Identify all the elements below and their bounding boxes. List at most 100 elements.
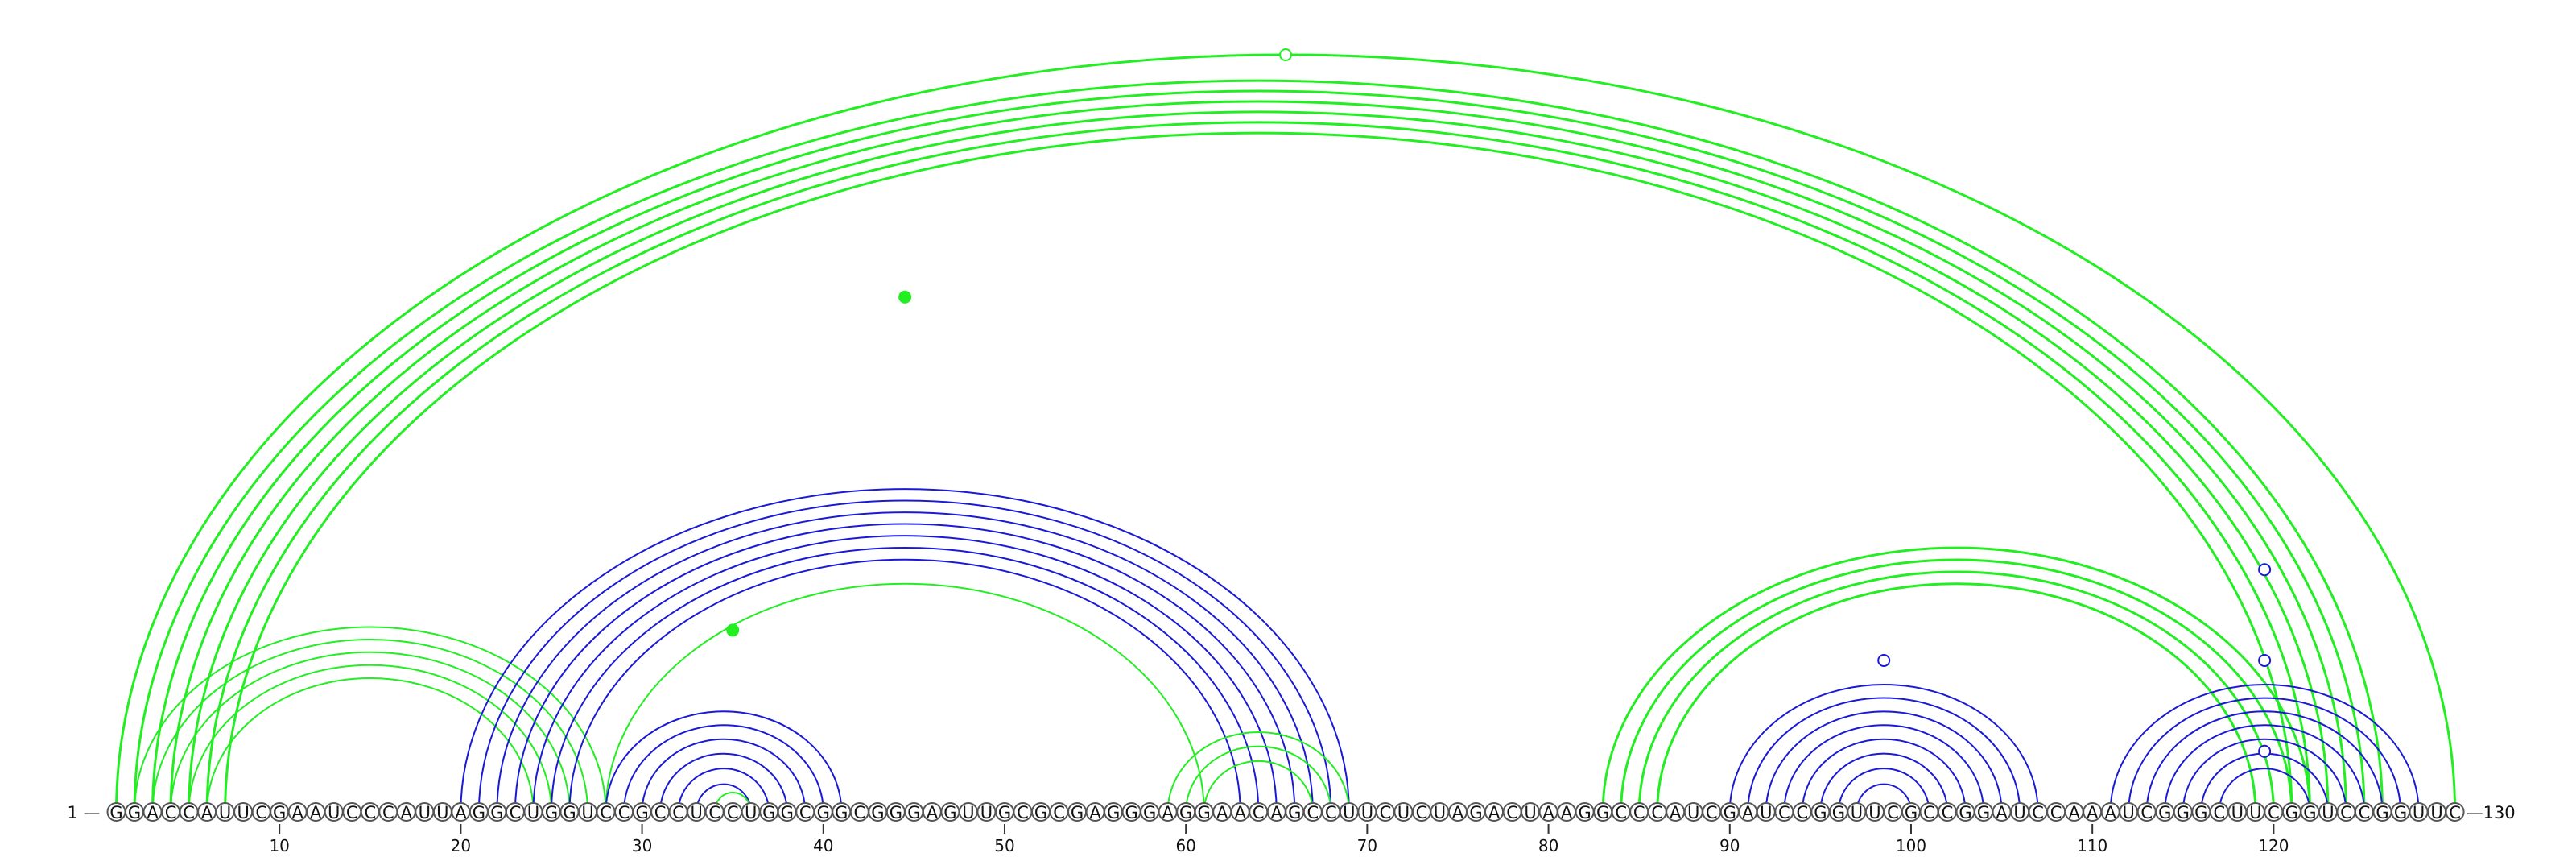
nucleotide-40: G xyxy=(813,802,833,822)
nucleotide-128: U xyxy=(2409,802,2429,822)
arc-blue-22-67 xyxy=(496,511,1314,813)
nucleotide-64: C xyxy=(1249,802,1269,822)
arc-blue-95-102 xyxy=(1819,752,1949,813)
tick-label-70: 70 xyxy=(1357,836,1377,855)
nucleotide-20: A xyxy=(451,802,471,822)
arc-green-4-124 xyxy=(169,100,2347,813)
nucleotide-94: C xyxy=(1792,802,1812,822)
nucleotide-letter: G xyxy=(1107,803,1120,822)
nucleotide-letter: U xyxy=(1868,803,1880,822)
nucleotide-letter: G xyxy=(1905,803,1918,822)
nucleotide-letter: C xyxy=(1923,803,1935,822)
nucleotide-67: C xyxy=(1302,802,1323,822)
nucleotide-letter: C xyxy=(1633,803,1645,822)
nucleotide-84: C xyxy=(1611,802,1631,822)
nucleotide-123: U xyxy=(2318,802,2338,822)
nucleotide-108: C xyxy=(2046,802,2066,822)
nucleotide-letter: G xyxy=(1198,803,1211,822)
arc-green-5-25 xyxy=(188,664,552,813)
nucleotide-letter: C xyxy=(708,803,720,822)
nucleotide-72: U xyxy=(1393,802,1414,822)
nucleotide-54: G xyxy=(1067,802,1088,822)
nucleotide-65: A xyxy=(1266,802,1286,822)
nucleotide-12: A xyxy=(306,802,326,822)
nucleotide-letter: G xyxy=(2158,803,2171,822)
nucleotide-letter: U xyxy=(219,803,231,822)
marker-7 xyxy=(2258,744,2272,758)
nucleotide-11: A xyxy=(287,802,308,822)
nucleotide-105: A xyxy=(1992,802,2012,822)
nucleotide-75: A xyxy=(1447,802,1468,822)
nucleotide-letter: C xyxy=(2050,803,2062,822)
nucleotide-letter: A xyxy=(1452,803,1464,822)
nucleotide-letter: C xyxy=(1778,803,1790,822)
nucleotide-letter: G xyxy=(273,803,286,822)
nucleotide-50: G xyxy=(994,802,1014,822)
nucleotide-7: U xyxy=(215,802,235,822)
nucleotide-32: C xyxy=(668,802,688,822)
arc-blue-33-36 xyxy=(696,783,752,813)
arc-blue-114-125 xyxy=(2164,724,2365,813)
nucleotide-86: C xyxy=(1647,802,1667,822)
nucleotide-70: U xyxy=(1357,802,1377,822)
nucleotide-letter: C xyxy=(1651,803,1663,822)
nucleotide-letter: U xyxy=(2322,803,2334,822)
nucleotide-letter: A xyxy=(1216,803,1228,822)
nucleotide-102: C xyxy=(1938,802,1958,822)
nucleotide-letter: A xyxy=(147,803,159,822)
nucleotide-letter: C xyxy=(618,803,630,822)
nucleotide-88: U xyxy=(1683,802,1703,822)
nucleotide-letter: U xyxy=(1524,803,1536,822)
nucleotide-36: U xyxy=(741,802,761,822)
nucleotide-letter: G xyxy=(2394,803,2407,822)
nucleotide-letter: C xyxy=(255,803,267,822)
nucleotide-76: G xyxy=(1466,802,1486,822)
nucleotide-letter: C xyxy=(1307,803,1319,822)
nucleotide-letter: A xyxy=(1561,803,1573,822)
nucleotide-letter: A xyxy=(1742,803,1754,822)
nucleotide-letter: U xyxy=(1687,803,1699,822)
nucleotide-letter: G xyxy=(1724,803,1736,822)
nucleotide-letter: G xyxy=(890,803,902,822)
nucleotide-23: C xyxy=(505,802,525,822)
nucleotide-106: U xyxy=(2010,802,2030,822)
tick-label-10: 10 xyxy=(269,836,289,855)
nucleotide-68: C xyxy=(1321,802,1341,822)
nucleotide-letter: A xyxy=(1996,803,2008,822)
sequence-end-label: —130 xyxy=(2467,803,2516,822)
nucleotide-93: C xyxy=(1774,802,1794,822)
nucleotide-16: C xyxy=(378,802,398,822)
sequence-start-label: 1 — xyxy=(68,803,101,822)
nucleotide-47: G xyxy=(940,802,960,822)
nucleotide-121: G xyxy=(2281,802,2301,822)
nucleotide-letter: U xyxy=(1434,803,1446,822)
nucleotide-letter: C xyxy=(2140,803,2153,822)
arc-blue-29-40 xyxy=(623,724,824,813)
tick-label-40: 40 xyxy=(813,836,833,855)
nucleotide-56: G xyxy=(1104,802,1124,822)
nucleotide-2: G xyxy=(125,802,145,822)
nucleotide-4: C xyxy=(161,802,181,822)
nucleotide-26: G xyxy=(559,802,580,822)
nucleotide-124: C xyxy=(2336,802,2356,822)
nucleotide-99: C xyxy=(1883,802,1903,822)
nucleotide-letter: C xyxy=(799,803,811,822)
arc-blue-21-68 xyxy=(477,499,1332,813)
nucleotide-letter: U xyxy=(436,803,448,822)
nucleotide-3: A xyxy=(142,802,163,822)
nucleotide-62: A xyxy=(1212,802,1232,822)
nucleotide-53: C xyxy=(1049,802,1069,822)
nucleotide-letter: G xyxy=(109,803,122,822)
nucleotide-letter: U xyxy=(2249,803,2261,822)
nucleotide-59: A xyxy=(1158,802,1178,822)
nucleotide-52: G xyxy=(1031,802,1051,822)
nucleotide-letter: C xyxy=(165,803,177,822)
nucleotide-circle xyxy=(2445,802,2465,822)
nucleotide-letter: A xyxy=(2068,803,2080,822)
arc-blue-25-64 xyxy=(550,546,1260,813)
nucleotide-25: G xyxy=(541,802,561,822)
nucleotide-5: C xyxy=(179,802,199,822)
nucleotide-letter: U xyxy=(1851,803,1863,822)
nucleotide-82: G xyxy=(1575,802,1595,822)
